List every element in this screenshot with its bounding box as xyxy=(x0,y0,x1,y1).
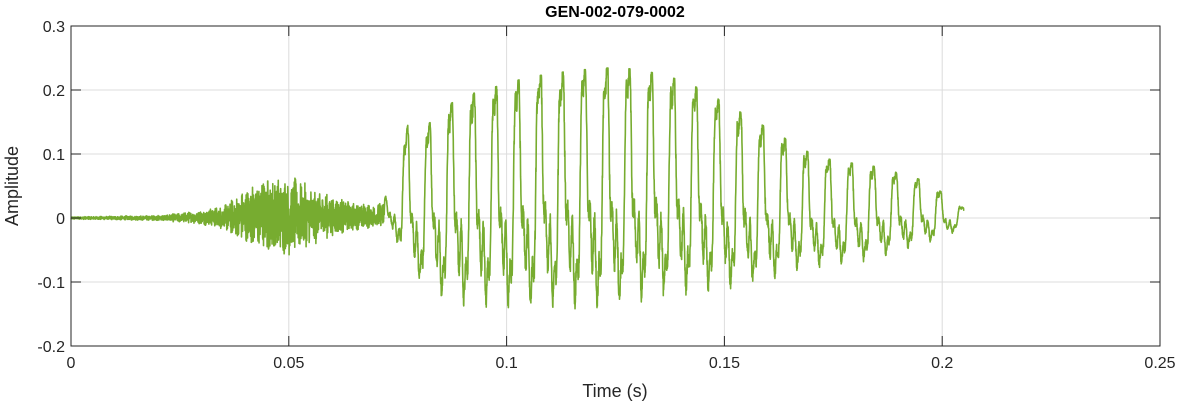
series-layer xyxy=(70,67,965,310)
x-tick-labels: 0 0.05 0.1 0.15 0.2 0.25 xyxy=(67,355,1176,372)
plot-frame xyxy=(70,25,1161,347)
y-tick-label: 0.1 xyxy=(43,147,65,164)
x-tick-label: 0.25 xyxy=(1144,355,1175,372)
x-tick-label: 0.2 xyxy=(931,355,953,372)
plot-area xyxy=(71,26,1160,346)
waveform-series-line xyxy=(70,67,965,310)
x-axis-label: Time (s) xyxy=(582,381,647,401)
y-tick-label: 0.2 xyxy=(43,83,65,100)
x-tick-label: 0.15 xyxy=(709,355,740,372)
y-tick-label: -0.2 xyxy=(37,339,65,356)
y-axis-label: Amplitude xyxy=(2,146,22,226)
y-tick-label: 0.3 xyxy=(43,19,65,36)
chart-title: GEN-002-079-0002 xyxy=(545,4,685,21)
x-tick-label: 0 xyxy=(67,355,76,372)
y-tick-label: -0.1 xyxy=(37,275,65,292)
y-tick-label: 0 xyxy=(56,211,65,228)
x-tick-label: 0.05 xyxy=(273,355,304,372)
y-tick-labels: -0.2 -0.1 0 0.1 0.2 0.3 xyxy=(37,19,65,356)
x-tick-label: 0.1 xyxy=(495,355,517,372)
axis-ticks xyxy=(70,25,1161,347)
